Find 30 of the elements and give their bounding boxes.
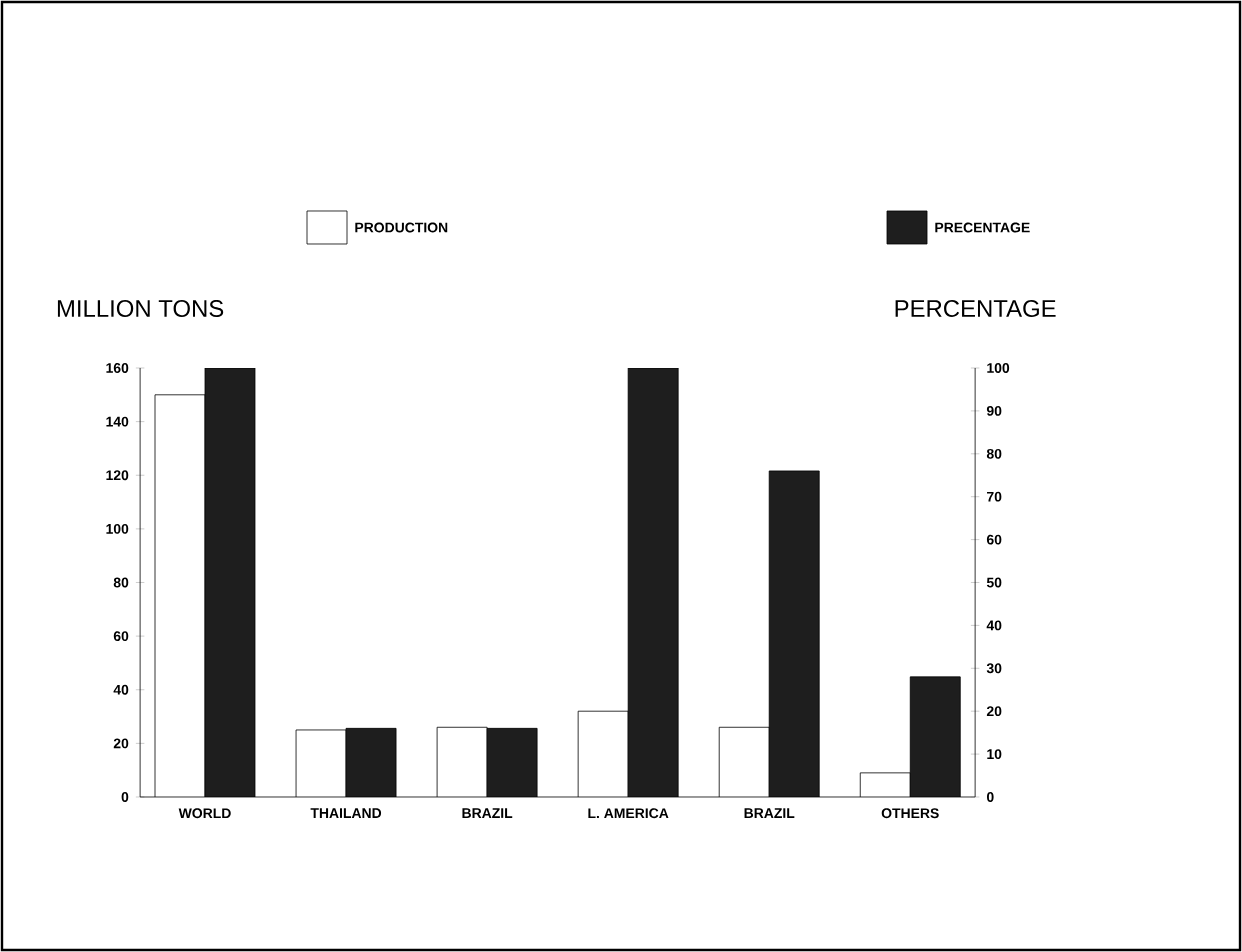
y-tick-label: 120 bbox=[106, 470, 129, 481]
y2-tick-label: 30 bbox=[986, 663, 1002, 674]
y-tick-label: 60 bbox=[113, 631, 129, 642]
y2-tick-label: 20 bbox=[986, 706, 1002, 717]
y-tick-label: 80 bbox=[113, 577, 129, 588]
y2-tick-label: 100 bbox=[987, 363, 1010, 373]
y2-tick-label: 80 bbox=[986, 448, 1002, 459]
legend-label: PRECENTAGE bbox=[935, 222, 1030, 233]
y2-tick-label: 70 bbox=[987, 491, 1002, 502]
y-tick-label: 0 bbox=[121, 792, 129, 802]
y-tick-label: 20 bbox=[113, 738, 129, 749]
x-tick-label: OTHERS bbox=[881, 808, 939, 819]
y2-axis-title: PERCENTAGE bbox=[895, 300, 1056, 317]
x-tick-label: BRAZIL bbox=[744, 808, 795, 818]
legend-label: PRODUCTION bbox=[355, 222, 448, 233]
x-tick-label: WORLD bbox=[178, 808, 231, 819]
y-tick-label: 140 bbox=[106, 416, 129, 427]
y-tick-label: 40 bbox=[113, 684, 129, 695]
y2-tick-label: 0 bbox=[986, 792, 994, 802]
x-tick-label: L. AMERICA bbox=[588, 808, 669, 819]
y-axis-title: MILLION TONS bbox=[57, 300, 224, 317]
y2-tick-label: 10 bbox=[987, 749, 1002, 760]
y-tick-label: 160 bbox=[106, 363, 129, 373]
x-tick-label: THAILAND bbox=[310, 808, 382, 818]
y-tick-label: 100 bbox=[106, 523, 129, 534]
y2-tick-label: 60 bbox=[986, 534, 1002, 545]
x-tick-label: BRAZIL bbox=[462, 808, 513, 818]
y2-tick-label: 90 bbox=[986, 405, 1002, 416]
y2-tick-label: 50 bbox=[986, 577, 1002, 588]
y2-tick-label: 40 bbox=[986, 620, 1002, 631]
